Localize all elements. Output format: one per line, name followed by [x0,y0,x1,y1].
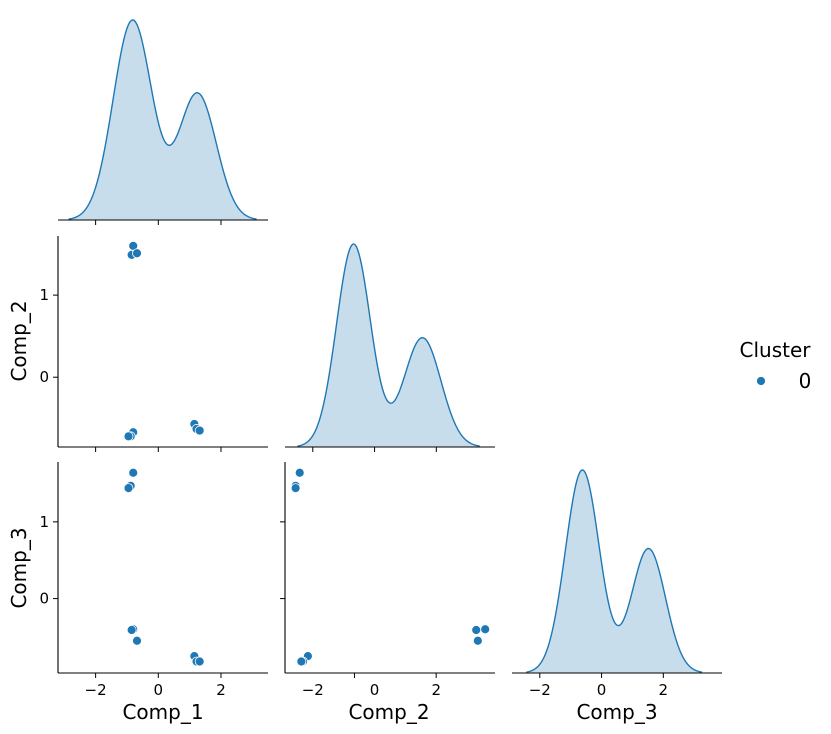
comp2-vs-comp1-point [194,425,205,436]
comp2-vs-comp1-point [132,248,142,259]
y-axis-label-comp3: Comp_3 [7,527,31,608]
cell-comp3-vs-comp1: −2 0 2 0 1 [39,462,268,699]
cell-comp2-vs-comp1: 01 [39,236,268,452]
comp3-vs-comp1-ytick-label: 0 [39,590,49,608]
cell-comp2-diag [285,243,495,452]
comp3-vs-comp2-point [471,625,482,635]
legend-marker [756,376,766,386]
x-axis-label-comp3: Comp_3 [576,700,657,724]
comp3-vs-comp1-xtick-label: 0 [154,681,164,699]
comp1-diag-kde-line [68,19,257,220]
comp3-vs-comp2-xtick-label: −2 [302,681,324,699]
comp3-vs-comp2-point [480,624,491,635]
comp3-vs-comp2-point [296,656,307,667]
comp3-vs-comp2-point [294,467,305,478]
cell-comp3-vs-comp2: −2 0 2 [280,462,495,699]
comp2-diag-kde-fill [297,244,480,447]
legend-label: 0 [799,369,812,393]
comp3-vs-comp1-point [123,483,134,493]
comp3-vs-comp1-point [126,625,137,635]
comp3-vs-comp2-xtick-label: 0 [370,681,380,699]
comp2-vs-comp1-point [123,431,134,442]
comp2-vs-comp1-ytick-label: 1 [39,286,49,304]
legend: Cluster 0 [740,338,812,393]
comp3-vs-comp2-point [472,635,483,646]
comp3-vs-comp1-xtick-label: −2 [85,681,107,699]
cell-comp3-diag: −2 0 2 [512,469,722,699]
x-axis-label-comp1: Comp_1 [122,700,203,724]
cell-comp1-diag [58,19,268,225]
comp2-diag-kde-line [297,243,480,447]
x-axis-label-comp2: Comp_2 [348,700,429,724]
comp3-diag-kde-line [526,469,703,673]
comp3-vs-comp1-ytick-label: 1 [39,513,49,531]
comp3-vs-comp2-xtick-label: 2 [432,681,442,699]
comp3-diag-xtick-label: −2 [529,681,551,699]
comp2-vs-comp1-ytick-label: 0 [39,368,49,386]
comp3-diag-xtick-label: 0 [597,681,607,699]
comp1-diag-kde-fill [68,20,257,220]
comp3-vs-comp1-xtick-label: 2 [216,681,226,699]
comp3-diag-kde-fill [526,470,702,673]
comp3-vs-comp1-point [128,467,139,478]
comp3-vs-comp1-point [132,635,142,646]
comp3-vs-comp2-point [290,483,301,493]
comp3-vs-comp1-point [194,656,205,667]
comp3-diag-xtick-label: 2 [659,681,669,699]
legend-title: Cluster [740,338,812,362]
y-axis-label-comp2: Comp_2 [7,300,31,381]
